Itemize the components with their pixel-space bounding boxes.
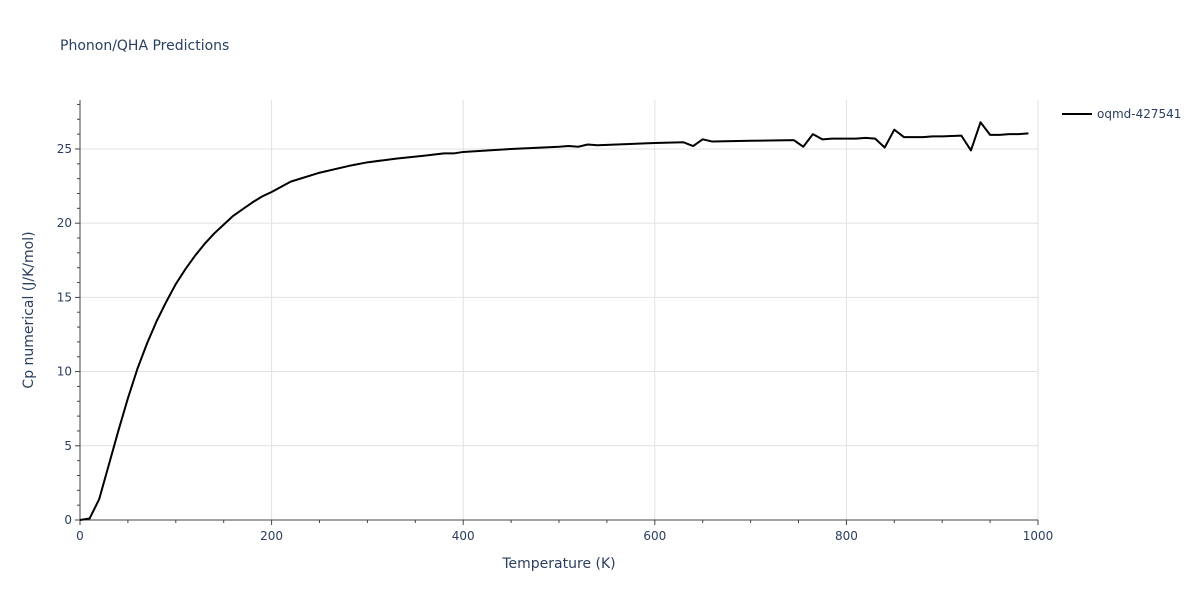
chart-title: Phonon/QHA Predictions xyxy=(60,38,229,54)
y-tick-label: 25 xyxy=(57,142,72,156)
legend[interactable]: oqmd-427541 xyxy=(1062,107,1181,121)
y-tick-label: 5 xyxy=(64,439,72,453)
legend-label: oqmd-427541 xyxy=(1097,107,1181,121)
x-tick-label: 600 xyxy=(643,529,666,543)
x-tick-label: 200 xyxy=(260,529,283,543)
series-line-0 xyxy=(79,121,1029,521)
y-axis-title: Cp numerical (J/K/mol) xyxy=(21,231,37,388)
x-tick-label: 0 xyxy=(76,529,84,543)
x-tick-label: 800 xyxy=(835,529,858,543)
axes-layer xyxy=(75,100,1039,525)
x-axis-title: Temperature (K) xyxy=(501,556,615,572)
y-tick-label: 15 xyxy=(57,290,72,304)
y-tick-label: 20 xyxy=(57,216,72,230)
y-tick-label: 0 xyxy=(64,513,72,527)
tick-labels-layer: 0 200 400 600 800 1000 0 5 10 15 20 25 xyxy=(57,142,1054,543)
series-layer xyxy=(79,121,1029,521)
y-tick-label: 10 xyxy=(57,365,72,379)
grid-layer xyxy=(80,100,1039,520)
x-tick-label: 400 xyxy=(452,529,475,543)
x-tick-label: 1000 xyxy=(1023,529,1054,543)
